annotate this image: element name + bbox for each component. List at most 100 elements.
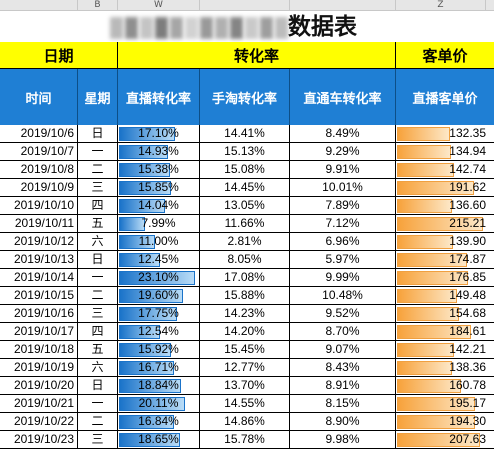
cell-weekday[interactable]: 一	[78, 395, 118, 413]
cell-weekday[interactable]: 六	[78, 359, 118, 377]
cell-taobao-conversion[interactable]: 15.08%	[200, 161, 290, 179]
cell-taobao-conversion[interactable]: 11.66%	[200, 215, 290, 233]
column-letter[interactable]	[290, 0, 396, 11]
cell-live-conversion[interactable]: 17.75%	[118, 305, 200, 323]
cell-ztc-conversion[interactable]: 6.96%	[290, 233, 396, 251]
cell-live-conversion[interactable]: 11.00%	[118, 233, 200, 251]
cell-taobao-conversion[interactable]: 17.08%	[200, 269, 290, 287]
cell-taobao-conversion[interactable]: 14.20%	[200, 323, 290, 341]
cell-weekday[interactable]: 六	[78, 233, 118, 251]
cell-ztc-conversion[interactable]: 7.89%	[290, 197, 396, 215]
cell-live-conversion[interactable]: 14.93%	[118, 143, 200, 161]
cell-live-conversion[interactable]: 20.11%	[118, 395, 200, 413]
cell-weekday[interactable]: 二	[78, 287, 118, 305]
cell-date[interactable]: 2019/10/7	[0, 143, 78, 161]
cell-taobao-conversion[interactable]: 14.86%	[200, 413, 290, 431]
cell-date[interactable]: 2019/10/16	[0, 305, 78, 323]
cell-weekday[interactable]: 日	[78, 377, 118, 395]
cell-date[interactable]: 2019/10/9	[0, 179, 78, 197]
cell-live-unit-price[interactable]: 139.90	[396, 233, 494, 251]
cell-ztc-conversion[interactable]: 8.70%	[290, 323, 396, 341]
cell-live-unit-price[interactable]: 176.85	[396, 269, 494, 287]
cell-weekday[interactable]: 日	[78, 251, 118, 269]
cell-ztc-conversion[interactable]: 9.98%	[290, 431, 396, 449]
cell-live-unit-price[interactable]: 215.21	[396, 215, 494, 233]
cell-weekday[interactable]: 一	[78, 269, 118, 287]
header-time[interactable]: 时间	[0, 69, 78, 125]
cell-ztc-conversion[interactable]: 7.12%	[290, 215, 396, 233]
cell-ztc-conversion[interactable]: 8.90%	[290, 413, 396, 431]
cell-weekday[interactable]: 四	[78, 323, 118, 341]
cell-date[interactable]: 2019/10/23	[0, 431, 78, 449]
cell-weekday[interactable]: 二	[78, 413, 118, 431]
cell-taobao-conversion[interactable]: 12.77%	[200, 359, 290, 377]
column-letter[interactable]: B	[78, 0, 118, 11]
column-letter[interactable]	[200, 0, 290, 11]
cell-date[interactable]: 2019/10/11	[0, 215, 78, 233]
cell-live-unit-price[interactable]: 142.21	[396, 341, 494, 359]
cell-taobao-conversion[interactable]: 2.81%	[200, 233, 290, 251]
cell-ztc-conversion[interactable]: 8.15%	[290, 395, 396, 413]
cell-weekday[interactable]: 五	[78, 215, 118, 233]
cell-ztc-conversion[interactable]: 9.91%	[290, 161, 396, 179]
cell-live-unit-price[interactable]: 207.63	[396, 431, 494, 449]
cell-date[interactable]: 2019/10/18	[0, 341, 78, 359]
cell-date[interactable]: 2019/10/13	[0, 251, 78, 269]
header-weekday[interactable]: 星期	[78, 69, 118, 125]
cell-taobao-conversion[interactable]: 13.70%	[200, 377, 290, 395]
cell-live-conversion[interactable]: 18.65%	[118, 431, 200, 449]
cell-date[interactable]: 2019/10/21	[0, 395, 78, 413]
cell-live-conversion[interactable]: 15.85%	[118, 179, 200, 197]
cell-ztc-conversion[interactable]: 8.49%	[290, 125, 396, 143]
cell-taobao-conversion[interactable]: 13.05%	[200, 197, 290, 215]
cell-ztc-conversion[interactable]: 9.99%	[290, 269, 396, 287]
cell-live-unit-price[interactable]: 138.36	[396, 359, 494, 377]
cell-live-unit-price[interactable]: 134.94	[396, 143, 494, 161]
cell-ztc-conversion[interactable]: 9.52%	[290, 305, 396, 323]
cell-ztc-conversion[interactable]: 8.43%	[290, 359, 396, 377]
cell-live-unit-price[interactable]: 154.68	[396, 305, 494, 323]
cell-live-conversion[interactable]: 23.10%	[118, 269, 200, 287]
cell-taobao-conversion[interactable]: 14.23%	[200, 305, 290, 323]
cell-live-conversion[interactable]: 15.38%	[118, 161, 200, 179]
cell-live-unit-price[interactable]: 191.62	[396, 179, 494, 197]
cell-ztc-conversion[interactable]: 5.97%	[290, 251, 396, 269]
cell-live-conversion[interactable]: 12.45%	[118, 251, 200, 269]
cell-live-conversion[interactable]: 7.99%	[118, 215, 200, 233]
header-ztc-conversion[interactable]: 直通车转化率	[290, 69, 396, 125]
cell-live-conversion[interactable]: 15.92%	[118, 341, 200, 359]
cell-weekday[interactable]: 四	[78, 197, 118, 215]
cell-weekday[interactable]: 三	[78, 179, 118, 197]
cell-live-unit-price[interactable]: 136.60	[396, 197, 494, 215]
cell-live-conversion[interactable]: 16.71%	[118, 359, 200, 377]
cell-weekday[interactable]: 三	[78, 305, 118, 323]
cell-taobao-conversion[interactable]: 15.45%	[200, 341, 290, 359]
cell-live-conversion[interactable]: 19.60%	[118, 287, 200, 305]
cell-weekday[interactable]: 二	[78, 161, 118, 179]
cell-ztc-conversion[interactable]: 9.07%	[290, 341, 396, 359]
cell-live-unit-price[interactable]: 174.87	[396, 251, 494, 269]
cell-date[interactable]: 2019/10/19	[0, 359, 78, 377]
cell-live-conversion[interactable]: 12.54%	[118, 323, 200, 341]
header-live-conversion[interactable]: 直播转化率	[118, 69, 200, 125]
cell-live-conversion[interactable]: 16.84%	[118, 413, 200, 431]
cell-weekday[interactable]: 日	[78, 125, 118, 143]
cell-date[interactable]: 2019/10/12	[0, 233, 78, 251]
cell-date[interactable]: 2019/10/22	[0, 413, 78, 431]
cell-weekday[interactable]: 三	[78, 431, 118, 449]
column-letter[interactable]: Z	[396, 0, 486, 11]
cell-ztc-conversion[interactable]: 10.01%	[290, 179, 396, 197]
cell-ztc-conversion[interactable]: 10.48%	[290, 287, 396, 305]
header-live-unit-price[interactable]: 直播客单价	[412, 91, 478, 107]
cell-ztc-conversion[interactable]: 9.29%	[290, 143, 396, 161]
cell-live-conversion[interactable]: 14.04%	[118, 197, 200, 215]
cell-date[interactable]: 2019/10/15	[0, 287, 78, 305]
cell-live-unit-price[interactable]: 149.48	[396, 287, 494, 305]
cell-date[interactable]: 2019/10/6	[0, 125, 78, 143]
cell-taobao-conversion[interactable]: 15.88%	[200, 287, 290, 305]
column-letter[interactable]: W	[118, 0, 200, 11]
cell-taobao-conversion[interactable]: 14.55%	[200, 395, 290, 413]
cell-live-unit-price[interactable]: 142.74	[396, 161, 494, 179]
cell-live-unit-price[interactable]: 132.35	[396, 125, 494, 143]
cell-weekday[interactable]: 五	[78, 341, 118, 359]
